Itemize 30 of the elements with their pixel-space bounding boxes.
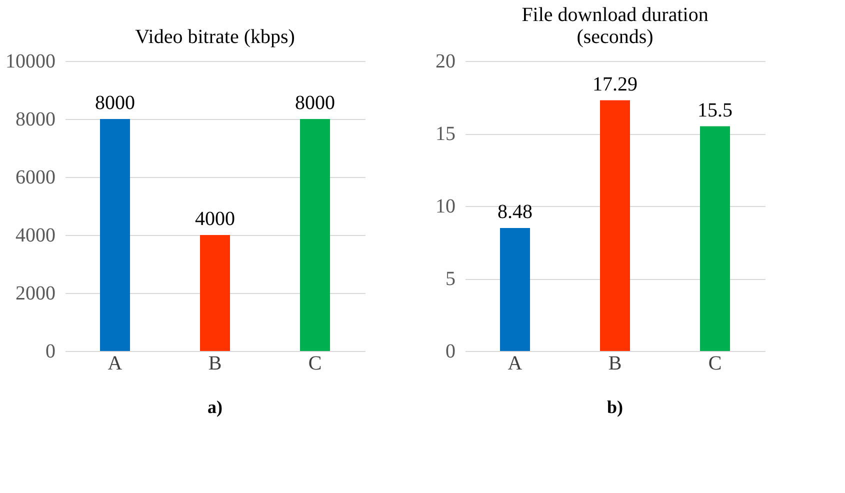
y-tick-label: 4000 xyxy=(16,224,56,246)
y-tick-label: 10000 xyxy=(6,50,56,72)
chart-title: Video bitrate (kbps) xyxy=(135,26,295,48)
y-tick-label: 2000 xyxy=(16,282,56,304)
bar xyxy=(500,228,530,351)
data-label: 15.5 xyxy=(698,99,732,122)
data-label: 17.29 xyxy=(592,73,638,96)
x-tick-label: B xyxy=(208,352,222,374)
x-tick-label: A xyxy=(108,352,123,374)
bar xyxy=(600,100,630,351)
y-tick-label: 8000 xyxy=(16,108,56,130)
y-tick-label: 20 xyxy=(436,50,456,72)
y-tick-label: 0 xyxy=(46,340,56,362)
data-label: 8000 xyxy=(295,92,335,114)
y-tick-label: 15 xyxy=(436,123,456,145)
text: a) xyxy=(208,397,222,417)
bar xyxy=(700,126,730,351)
data-label: 8.48 xyxy=(498,201,532,224)
data-label: 4000 xyxy=(195,208,235,230)
y-tick-label: 0 xyxy=(446,340,456,362)
y-tick-label: 5 xyxy=(446,268,456,290)
text: b) xyxy=(606,397,624,417)
x-tick-label: B xyxy=(608,352,622,374)
chart-title: File download duration (seconds) xyxy=(522,4,708,48)
x-tick-label: C xyxy=(708,352,722,374)
x-tick-label: C xyxy=(308,352,322,374)
y-tick-label: 6000 xyxy=(16,166,56,188)
x-tick-label: A xyxy=(508,352,523,374)
data-label: 8000 xyxy=(95,92,135,114)
y-tick-label: 10 xyxy=(436,196,456,218)
